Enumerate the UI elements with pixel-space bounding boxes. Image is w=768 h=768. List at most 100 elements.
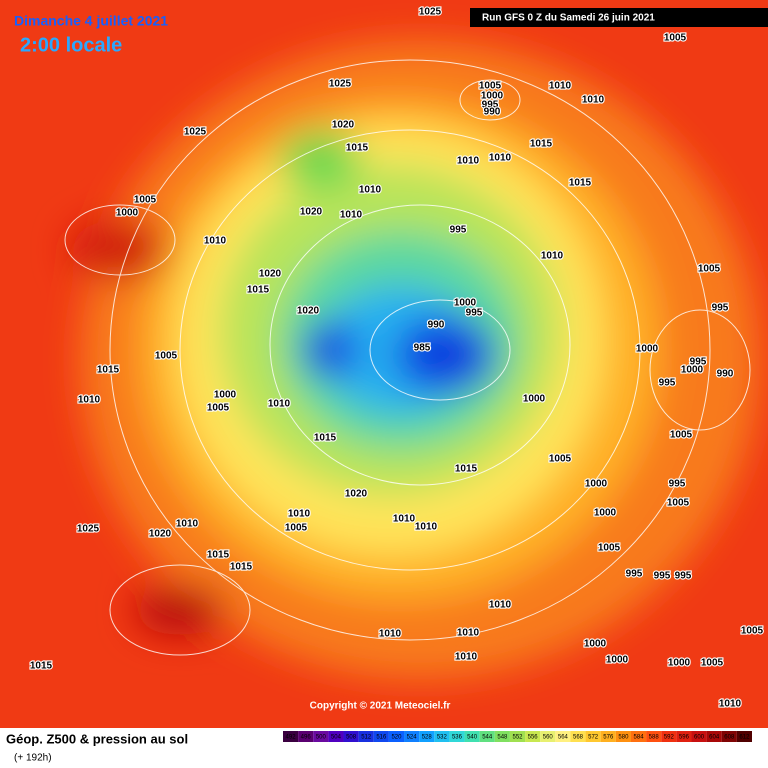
scale-swatch bbox=[358, 731, 374, 742]
scale-swatch bbox=[298, 731, 314, 742]
isobar-label: 995 bbox=[450, 225, 467, 236]
isobar-label: 1020 bbox=[259, 269, 282, 280]
scale-label: 560 bbox=[543, 735, 554, 741]
scale-label: 540 bbox=[467, 735, 478, 741]
isobar-label: 1015 bbox=[230, 562, 253, 573]
isobar-label: 1000 bbox=[585, 479, 608, 490]
isobar-label: 1010 bbox=[78, 395, 101, 406]
isobar-label: 1015 bbox=[530, 139, 553, 150]
isobar-label: 1010 bbox=[393, 514, 416, 525]
scale-label: 612 bbox=[739, 735, 750, 741]
isobar-label: 1005 bbox=[667, 498, 690, 509]
scale-label: 504 bbox=[331, 735, 342, 741]
isobar-label: 1010 bbox=[176, 519, 199, 530]
isobar-label: 1010 bbox=[549, 81, 572, 92]
isobar-label: 1005 bbox=[598, 543, 621, 554]
scale-label: 548 bbox=[497, 735, 508, 741]
scale-swatch bbox=[373, 731, 389, 742]
scale-swatch bbox=[283, 731, 299, 742]
scale-swatch bbox=[449, 731, 465, 742]
scale-label: 544 bbox=[482, 735, 493, 741]
isobar-label: 995 bbox=[626, 569, 643, 580]
isobar-label: 1010 bbox=[489, 600, 512, 611]
isobar-label: 1005 bbox=[741, 626, 764, 637]
isobar-label: 1020 bbox=[149, 529, 172, 540]
isobar-label: 990 bbox=[484, 107, 501, 118]
scale-label: 592 bbox=[664, 735, 675, 741]
scale-label: 604 bbox=[709, 735, 720, 741]
scale-swatch bbox=[525, 731, 541, 742]
isobar-label: 1000 bbox=[636, 344, 659, 355]
scale-label: 568 bbox=[573, 735, 584, 741]
scale-label: 588 bbox=[649, 735, 660, 741]
scale-label: 552 bbox=[512, 735, 523, 741]
isobar-label: 1005 bbox=[698, 264, 721, 275]
isobar-label: 990 bbox=[717, 369, 734, 380]
scale-swatch bbox=[646, 731, 662, 742]
isobar-label: 1005 bbox=[479, 81, 502, 92]
scale-swatch bbox=[691, 731, 707, 742]
isobar-label: 1010 bbox=[582, 95, 605, 106]
scale-swatch bbox=[600, 731, 616, 742]
isobar-label: 1010 bbox=[457, 156, 480, 167]
scale-label: 596 bbox=[679, 735, 690, 741]
map-time: 2:00 locale bbox=[20, 34, 122, 56]
isobar-label: 995 bbox=[659, 378, 676, 389]
scale-swatch bbox=[388, 731, 405, 742]
run-box bbox=[470, 8, 768, 27]
scale-label: 536 bbox=[452, 735, 463, 741]
scale-label: 528 bbox=[422, 735, 433, 741]
scale-swatch bbox=[736, 731, 752, 742]
isobar-label: 1005 bbox=[134, 195, 157, 206]
isobar-label: 1005 bbox=[701, 658, 724, 669]
isobar-label: 995 bbox=[466, 308, 483, 319]
scale-swatch bbox=[555, 731, 571, 742]
scale-swatch bbox=[343, 731, 359, 742]
isobar-label: 995 bbox=[690, 357, 707, 368]
isobar-label: 1010 bbox=[541, 251, 564, 262]
isobar-label: 1000 bbox=[594, 508, 617, 519]
scale-swatch bbox=[661, 731, 677, 742]
color-scale: 492 496 500 504 508 512 516 520 524 528 532 536 540 5… bbox=[283, 731, 752, 742]
isobar-label: 1000 bbox=[584, 639, 607, 650]
isobar-label: 1020 bbox=[297, 306, 320, 317]
isobar-label: 1010 bbox=[455, 652, 478, 663]
isobar-label: 985 bbox=[414, 343, 431, 354]
footer-lead: (+ 192h) bbox=[14, 753, 52, 764]
scale-label: 520 bbox=[391, 735, 402, 741]
scale-swatch bbox=[706, 731, 722, 742]
scale-label: 532 bbox=[437, 735, 448, 741]
isobar-label: 1020 bbox=[345, 489, 368, 500]
scale-swatch bbox=[630, 731, 647, 742]
scale-label: 576 bbox=[603, 735, 614, 741]
scale-label: 516 bbox=[376, 735, 387, 741]
isobar-label: 1005 bbox=[670, 430, 693, 441]
scale-swatch bbox=[721, 731, 737, 742]
isobar-label: 1010 bbox=[359, 185, 382, 196]
isobar-label: 995 bbox=[712, 303, 729, 314]
isobar-label: 1025 bbox=[419, 7, 442, 18]
scale-swatch bbox=[570, 731, 586, 742]
copyright: Copyright © 2021 Meteociel.fr bbox=[310, 701, 451, 712]
scale-swatch bbox=[494, 731, 510, 742]
scale-label: 496 bbox=[301, 735, 312, 741]
isobar-label: 1005 bbox=[285, 523, 308, 534]
isobar-label: 1010 bbox=[340, 210, 363, 221]
run-info: Run GFS 0 Z du Samedi 26 juin 2021 bbox=[482, 13, 655, 24]
isobar-label: 1010 bbox=[489, 153, 512, 164]
isobar-label: 995 bbox=[482, 100, 499, 111]
isobar-label: 1025 bbox=[184, 127, 207, 138]
isobar-label: 1005 bbox=[664, 33, 687, 44]
scale-label: 584 bbox=[634, 735, 645, 741]
isobar-label: 1000 bbox=[523, 394, 546, 405]
isobar-label: 1015 bbox=[569, 178, 592, 189]
scale-swatch bbox=[313, 731, 329, 742]
isobar-label: 995 bbox=[669, 479, 686, 490]
isobar-label: 1000 bbox=[481, 91, 504, 102]
scale-label: 572 bbox=[588, 735, 599, 741]
isobar-label: 995 bbox=[675, 571, 692, 582]
isobar-label: 1020 bbox=[332, 120, 355, 131]
scale-swatch bbox=[585, 731, 601, 742]
